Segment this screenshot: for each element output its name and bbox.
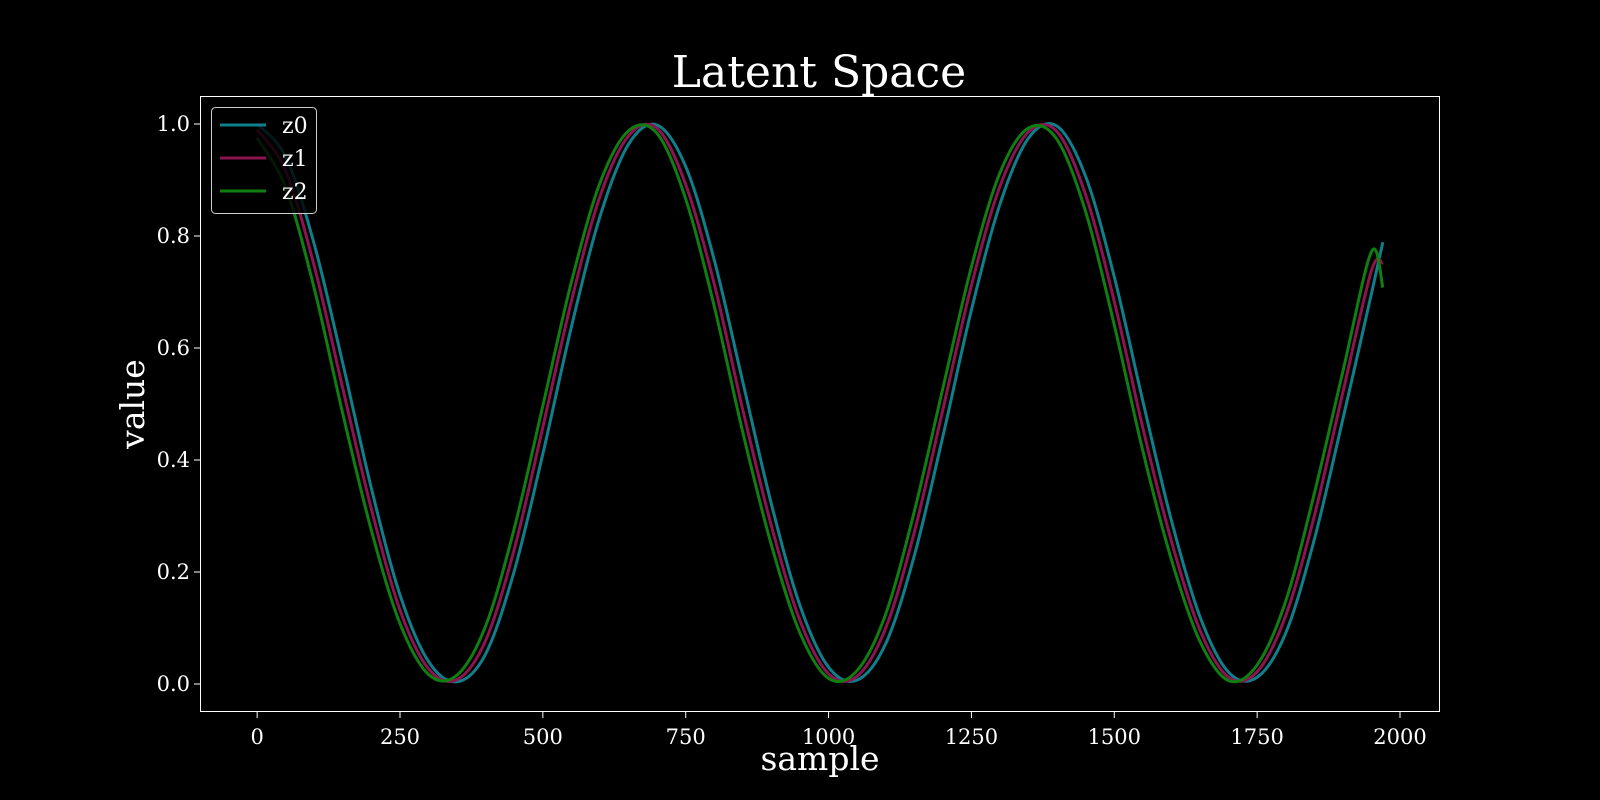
legend: z0 z1 z2 (211, 107, 317, 214)
x-tick-label: 250 (380, 725, 420, 749)
legend-label-z2: z2 (282, 180, 308, 205)
series-lines (255, 122, 1385, 684)
y-axis: 0.0 0.2 0.4 0.6 0.8 1.0 (157, 112, 200, 696)
x-tick-label: 500 (523, 725, 563, 749)
x-tick-label: 750 (666, 725, 706, 749)
y-tick-label: 1.0 (157, 112, 190, 136)
legend-box (211, 107, 317, 214)
y-axis-label: value (113, 359, 152, 450)
series-line-z2 (255, 123, 1385, 684)
x-tick-label: 1250 (945, 725, 998, 749)
y-tick-label: 0.0 (157, 672, 190, 696)
plot-frame (200, 96, 1440, 712)
x-tick-label: 1500 (1088, 725, 1141, 749)
x-tick-label: 2000 (1373, 725, 1426, 749)
y-tick-label: 0.6 (157, 336, 190, 360)
y-tick-label: 0.4 (157, 448, 190, 472)
x-axis: 0 250 500 750 1000 1250 1500 1750 2000 (250, 712, 1427, 749)
chart-title: Latent Space (672, 47, 966, 98)
y-tick-label: 0.8 (157, 224, 190, 248)
x-tick-label: 1000 (802, 725, 855, 749)
legend-label-z0: z0 (282, 114, 308, 139)
y-tick-label: 0.2 (157, 560, 190, 584)
legend-label-z1: z1 (282, 147, 308, 172)
x-axis-label: sample (760, 739, 879, 778)
x-tick-label: 0 (250, 725, 263, 749)
x-tick-label: 1750 (1230, 725, 1283, 749)
